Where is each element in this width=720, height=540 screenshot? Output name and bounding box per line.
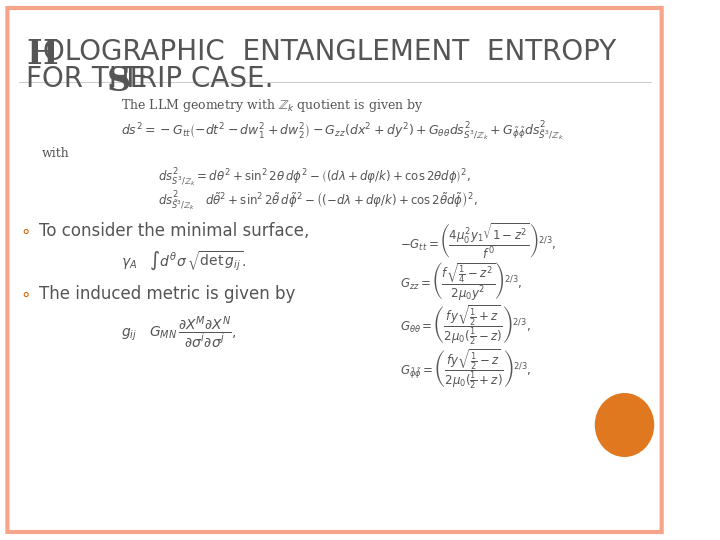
Text: $ds^2 = -G_{tt}\left(-dt^2 - dw_1^2 + dw_2^2\right) - G_{zz}(dx^2+dy^2) + G_{\th: $ds^2 = -G_{tt}\left(-dt^2 - dw_1^2 + dw… [121,120,564,144]
Text: $G_{\tilde\phi\tilde\phi} = \left(\dfrac{fy\sqrt{\frac{1}{2}-z}}{2\mu_0(\frac{1}: $G_{\tilde\phi\tilde\phi} = \left(\dfrac… [400,347,531,390]
Text: TRIP CASE.: TRIP CASE. [121,65,274,93]
Text: $\gamma_A \quad \int d^\theta\sigma\, \sqrt{\det g_{ij}}.$: $\gamma_A \quad \int d^\theta\sigma\, \s… [121,250,246,273]
Text: $-G_{tt} = \left(\dfrac{4\mu_0^2 y_1 \sqrt{1-z^2}}{f^0}\right)^{2/3},$: $-G_{tt} = \left(\dfrac{4\mu_0^2 y_1 \sq… [400,222,556,261]
Text: $\circ$: $\circ$ [20,222,30,240]
Text: The induced metric is given by: The induced metric is given by [39,285,295,303]
Text: $G_{\theta\theta} = \left(\dfrac{fy\sqrt{\frac{1}{2}+z}}{2\mu_0(\frac{1}{2}-z)}\: $G_{\theta\theta} = \left(\dfrac{fy\sqrt… [400,303,531,347]
Text: FOR THE: FOR THE [26,65,156,93]
Text: $G_{zz} = \left(\dfrac{f\sqrt{\frac{1}{4}-z^2}}{2\mu_0 y^2}\right)^{2/3},$: $G_{zz} = \left(\dfrac{f\sqrt{\frac{1}{4… [400,260,522,302]
Text: $g_{ij} \quad G_{MN}\, \dfrac{\partial X^M \partial X^N}{\partial\sigma^i \parti: $g_{ij} \quad G_{MN}\, \dfrac{\partial X… [121,315,236,351]
Text: with: with [42,147,70,160]
Text: The LLM geometry with $\mathbb{Z}_k$ quotient is given by: The LLM geometry with $\mathbb{Z}_k$ quo… [121,97,423,114]
Circle shape [595,393,654,457]
Text: $\circ$: $\circ$ [20,285,30,303]
Text: S: S [107,65,131,98]
Text: To consider the minimal surface,: To consider the minimal surface, [39,222,310,240]
FancyBboxPatch shape [7,8,662,532]
Text: OLOGRAPHIC  ENTANGLEMENT  ENTROPY: OLOGRAPHIC ENTANGLEMENT ENTROPY [42,38,616,66]
Text: $ds^2_{S^3/\mathbb{Z}_k} = d\theta^2 + \sin^2 2\theta\, d\phi^2 - \left((d\lambd: $ds^2_{S^3/\mathbb{Z}_k} = d\theta^2 + \… [158,167,471,190]
Text: H: H [26,38,58,71]
Text: $ds^2_{\tilde{S}^3/\mathbb{Z}_k}\quad d\tilde{\theta}^2 + \sin^2 2\tilde{\theta}: $ds^2_{\tilde{S}^3/\mathbb{Z}_k}\quad d\… [158,190,478,213]
